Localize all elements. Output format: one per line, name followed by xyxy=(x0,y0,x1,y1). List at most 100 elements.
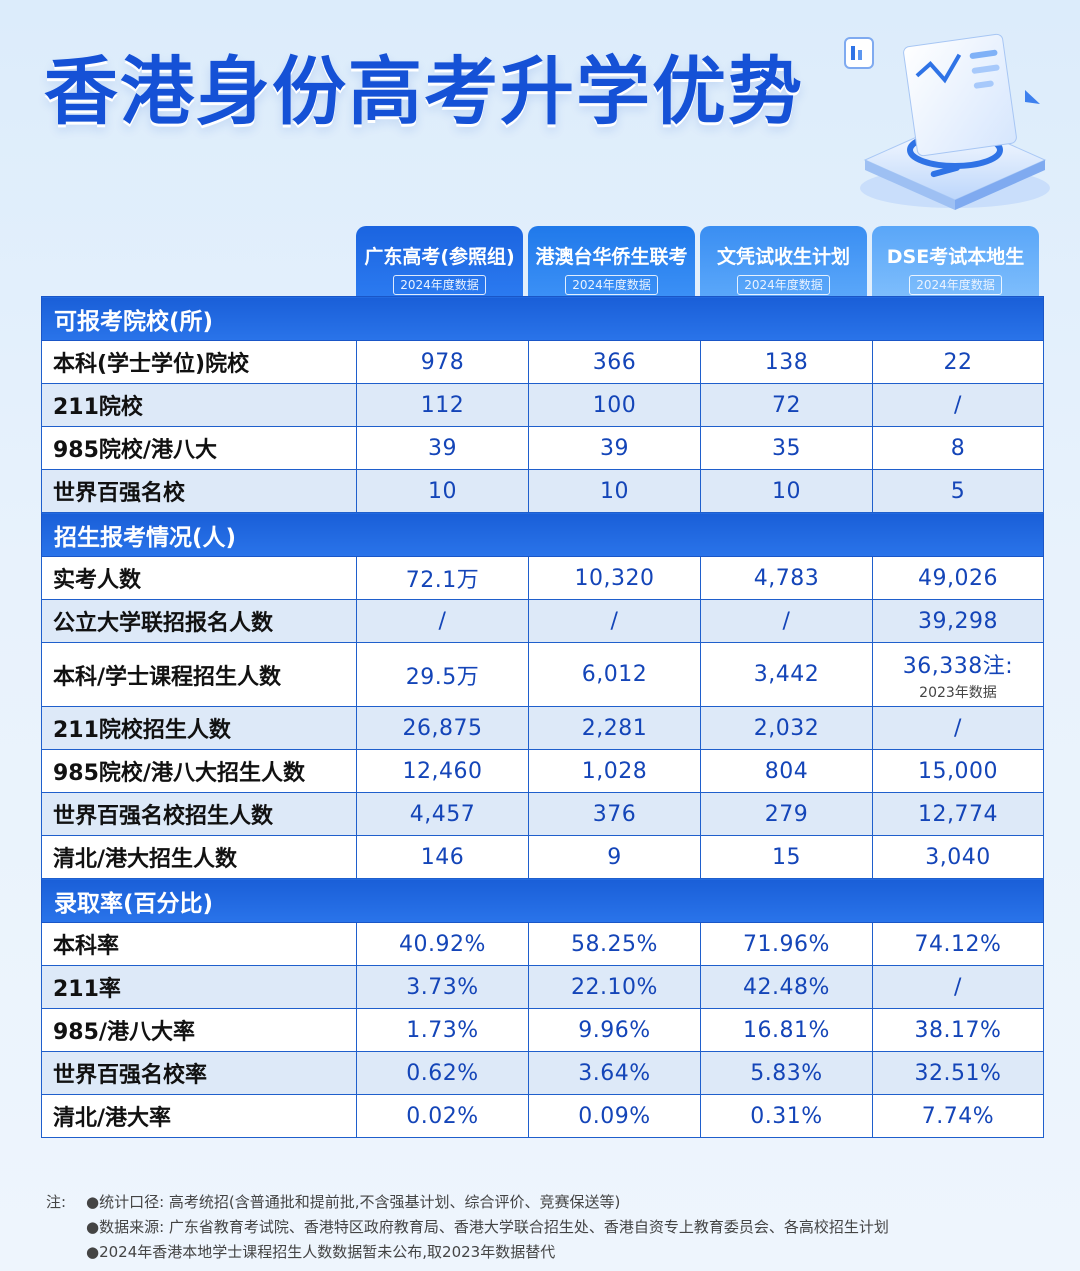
table-cell: 29.5万 xyxy=(356,642,529,707)
table-cell: 12,460 xyxy=(356,749,529,793)
column-header-year: 2024年度数据 xyxy=(909,275,1002,295)
table-cell: 279 xyxy=(700,792,873,836)
row-label: 世界百强名校率 xyxy=(41,1051,357,1095)
table-cell: 32.51% xyxy=(872,1051,1044,1095)
table-row: 世界百强名校率 0.62% 3.64% 5.83% 32.51% xyxy=(41,1051,1044,1095)
table-cell: 146 xyxy=(356,835,529,879)
table-cell-value: 36,338注: xyxy=(902,653,1014,679)
table-cell: / xyxy=(872,965,1044,1009)
comparison-table: 可报考院校(所) 本科(学士学位)院校 978 366 138 22 211院校… xyxy=(41,296,1044,1138)
footnote-line: ●统计口径: 高考统招(含普通批和提前批,不含强基计划、综合评价、竞赛保送等) xyxy=(86,1193,621,1211)
table-row: 实考人数 72.1万 10,320 4,783 49,026 xyxy=(41,556,1044,600)
data-report-illustration-icon xyxy=(844,33,1050,210)
table-cell: / xyxy=(700,599,873,643)
column-header-dse-local: DSE考试本地生 2024年度数据 xyxy=(872,226,1039,296)
row-label: 世界百强名校招生人数 xyxy=(41,792,357,836)
column-header-year: 2024年度数据 xyxy=(737,275,830,295)
row-label: 清北/港大招生人数 xyxy=(41,835,357,879)
table-row: 本科/学士课程招生人数 29.5万 6,012 3,442 36,338注: 2… xyxy=(41,642,1044,707)
row-label: 本科(学士学位)院校 xyxy=(41,340,357,384)
table-cell: 72 xyxy=(700,383,873,427)
table-cell: 10 xyxy=(528,469,701,513)
column-header-name: 广东高考(参照组) xyxy=(364,246,515,268)
row-label: 清北/港大率 xyxy=(41,1094,357,1138)
footnotes: 注: ●统计口径: 高考统招(含普通批和提前批,不含强基计划、综合评价、竞赛保送… xyxy=(46,1190,889,1265)
table-cell: 0.09% xyxy=(528,1094,701,1138)
table-cell: 39,298 xyxy=(872,599,1044,643)
table-cell: 42.48% xyxy=(700,965,873,1009)
table-cell: / xyxy=(872,706,1044,750)
table-cell: / xyxy=(356,599,529,643)
table-row: 985院校/港八大 39 39 35 8 xyxy=(41,426,1044,470)
column-header-year: 2024年度数据 xyxy=(565,275,658,295)
table-cell: 5 xyxy=(872,469,1044,513)
table-cell: 2,281 xyxy=(528,706,701,750)
row-label: 985/港八大率 xyxy=(41,1008,357,1052)
table-cell: 0.02% xyxy=(356,1094,529,1138)
table-row: 清北/港大率 0.02% 0.09% 0.31% 7.74% xyxy=(41,1094,1044,1138)
table-cell: 0.62% xyxy=(356,1051,529,1095)
row-label: 本科/学士课程招生人数 xyxy=(41,642,357,707)
column-header-guangdong: 广东高考(参照组) 2024年度数据 xyxy=(356,226,523,296)
column-header-joint-exam: 港澳台华侨生联考 2024年度数据 xyxy=(528,226,695,296)
table-row: 清北/港大招生人数 146 9 15 3,040 xyxy=(41,835,1044,879)
table-cell: 10 xyxy=(356,469,529,513)
table-row: 世界百强名校 10 10 10 5 xyxy=(41,469,1044,513)
table-row: 211率 3.73% 22.10% 42.48% / xyxy=(41,965,1044,1009)
table-row: 211院校 112 100 72 / xyxy=(41,383,1044,427)
table-cell: 9 xyxy=(528,835,701,879)
table-cell: 3.64% xyxy=(528,1051,701,1095)
table-cell: 9.96% xyxy=(528,1008,701,1052)
table-cell: 5.83% xyxy=(700,1051,873,1095)
table-cell: 4,783 xyxy=(700,556,873,600)
footnote-line: ●数据来源: 广东省教育考试院、香港特区政府教育局、香港大学联合招生处、香港自资… xyxy=(86,1218,889,1236)
table-cell: / xyxy=(528,599,701,643)
section-title: 录取率(百分比) xyxy=(41,878,1044,923)
table-cell: 38.17% xyxy=(872,1008,1044,1052)
table-cell: 26,875 xyxy=(356,706,529,750)
row-label: 985院校/港八大招生人数 xyxy=(41,749,357,793)
table-cell: 40.92% xyxy=(356,922,529,966)
table-cell: 0.31% xyxy=(700,1094,873,1138)
table-cell-with-note: 36,338注: 2023年数据 xyxy=(872,642,1044,707)
table-cell: 112 xyxy=(356,383,529,427)
section-title: 可报考院校(所) xyxy=(41,296,1044,341)
table-cell: 1,028 xyxy=(528,749,701,793)
table-row: 本科(学士学位)院校 978 366 138 22 xyxy=(41,340,1044,384)
column-header-year: 2024年度数据 xyxy=(393,275,486,295)
table-cell: 15,000 xyxy=(872,749,1044,793)
table-cell: 3,040 xyxy=(872,835,1044,879)
table-cell: 12,774 xyxy=(872,792,1044,836)
table-cell: 22.10% xyxy=(528,965,701,1009)
table-cell: 10 xyxy=(700,469,873,513)
table-cell: 3,442 xyxy=(700,642,873,707)
footnote-line: ●2024年香港本地学士课程招生人数数据暂未公布,取2023年数据替代 xyxy=(86,1243,556,1261)
table-cell: 71.96% xyxy=(700,922,873,966)
table-row: 985院校/港八大招生人数 12,460 1,028 804 15,000 xyxy=(41,749,1044,793)
row-label: 实考人数 xyxy=(41,556,357,600)
table-cell: 72.1万 xyxy=(356,556,529,600)
table-cell: 978 xyxy=(356,340,529,384)
row-label: 211院校招生人数 xyxy=(41,706,357,750)
table-cell: 366 xyxy=(528,340,701,384)
table-cell: 39 xyxy=(356,426,529,470)
table-cell: 35 xyxy=(700,426,873,470)
table-row: 985/港八大率 1.73% 9.96% 16.81% 38.17% xyxy=(41,1008,1044,1052)
table-cell: 22 xyxy=(872,340,1044,384)
table-cell: 58.25% xyxy=(528,922,701,966)
page-title: 香港身份高考升学优势 xyxy=(44,49,804,135)
table-row: 211院校招生人数 26,875 2,281 2,032 / xyxy=(41,706,1044,750)
table-cell: 100 xyxy=(528,383,701,427)
table-cell: / xyxy=(872,383,1044,427)
section-header-row: 可报考院校(所) xyxy=(41,296,1044,341)
table-cell: 4,457 xyxy=(356,792,529,836)
row-label: 公立大学联招报名人数 xyxy=(41,599,357,643)
cell-note: 2023年数据 xyxy=(919,684,997,701)
section-header-row: 招生报考情况(人) xyxy=(41,512,1044,557)
table-cell: 74.12% xyxy=(872,922,1044,966)
table-cell: 804 xyxy=(700,749,873,793)
column-header-name: DSE考试本地生 xyxy=(886,246,1025,268)
row-label: 世界百强名校 xyxy=(41,469,357,513)
footnote-prefix: 注: xyxy=(46,1193,67,1211)
section-title: 招生报考情况(人) xyxy=(41,512,1044,557)
